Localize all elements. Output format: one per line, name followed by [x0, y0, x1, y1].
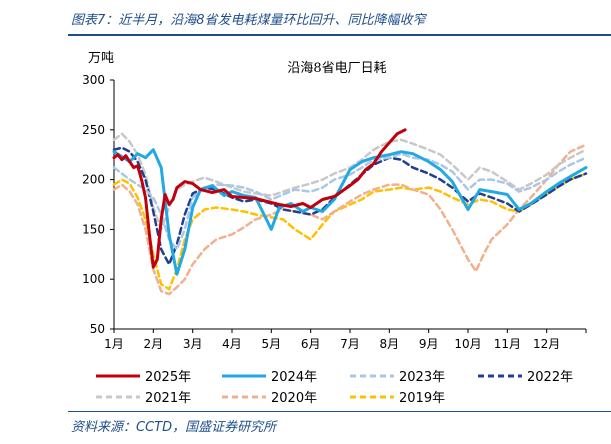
- series-line-2025: [112, 128, 407, 269]
- x-tick-label: 5月: [262, 337, 282, 351]
- source-note: 资料来源：CCTD，国盛证券研究所: [71, 420, 277, 435]
- y-tick-label: 250: [82, 123, 105, 137]
- x-tick-label: 6月: [301, 337, 321, 351]
- legend-item-2024: 2024年: [222, 370, 317, 385]
- legend-label: 2025年: [145, 370, 191, 385]
- x-tick-label: 8月: [380, 337, 400, 351]
- legend-label: 2024年: [271, 370, 317, 385]
- legend-item-2023: 2023年: [350, 370, 445, 385]
- legend-item-2020: 2020年: [222, 391, 317, 406]
- x-tick-label: 9月: [419, 337, 439, 351]
- x-tick-label: 11月: [494, 337, 521, 351]
- x-tick-label: 7月: [340, 337, 360, 351]
- series-line-2019: [112, 172, 588, 291]
- y-tick-label: 100: [82, 272, 105, 286]
- y-tick-label: 200: [82, 173, 105, 187]
- legend-label: 2019年: [399, 391, 445, 406]
- y-tick-label: 50: [90, 322, 105, 336]
- legend-label: 2021年: [145, 391, 191, 406]
- y-axis-unit: 万吨: [88, 51, 114, 66]
- plot-area: 50 100 150 200 250 300 1月 2月 3月 4月 5月 6月 7月 8月 9月 10月 11…: [82, 73, 588, 351]
- bottom-rule: [68, 411, 611, 412]
- series-line-2023: [112, 152, 588, 251]
- x-tick-label: 4月: [222, 337, 242, 351]
- x-tick-label: 10月: [454, 337, 481, 351]
- x-tick-label: 12月: [533, 337, 560, 351]
- top-rule: [68, 34, 611, 36]
- y-tick-label: 300: [82, 73, 105, 87]
- x-tick-label: 3月: [183, 337, 203, 351]
- legend-item-2022: 2022年: [478, 370, 573, 385]
- legend-item-2025: 2025年: [96, 370, 191, 385]
- chart-title: 沿海8省电厂日耗: [287, 61, 386, 76]
- legend-label: 2022年: [527, 370, 573, 385]
- legend-label: 2023年: [399, 370, 445, 385]
- x-tick-label: 2月: [144, 337, 164, 351]
- series-line-2020: [112, 143, 588, 296]
- y-tick-label: 150: [82, 222, 105, 236]
- legend-item-2021: 2021年: [96, 391, 191, 406]
- legend-item-2019: 2019年: [350, 391, 445, 406]
- chart-legend: 2025年 2024年 2023年 2022年 2021年 2020年 2019年: [96, 370, 573, 406]
- x-tick-label: 1月: [104, 337, 124, 351]
- legend-label: 2020年: [271, 391, 317, 406]
- figure-caption: 图表7：近半月，沿海8省发电耗煤量环比回升、同比降幅收窄: [71, 13, 426, 28]
